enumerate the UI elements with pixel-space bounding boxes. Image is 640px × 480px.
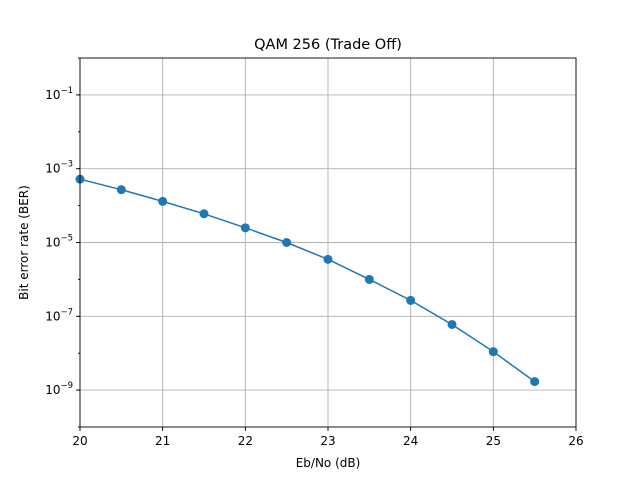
y-tick-label: 10−5 bbox=[45, 234, 73, 250]
x-tick-label: 26 bbox=[568, 434, 583, 448]
data-point bbox=[282, 238, 292, 247]
series-line bbox=[79, 178, 536, 383]
x-tick-label: 21 bbox=[155, 434, 170, 448]
data-point bbox=[447, 319, 457, 329]
x-axis-label: Eb/No (dB) bbox=[296, 456, 361, 470]
x-tick-label: 25 bbox=[486, 434, 501, 448]
data-point bbox=[406, 295, 416, 305]
grid bbox=[79, 58, 577, 427]
y-tick-label-base: 10 bbox=[45, 162, 60, 176]
chart-title: QAM 256 (Trade Off) bbox=[254, 37, 402, 53]
y-tick-label-exponent: −1 bbox=[60, 86, 73, 96]
y-tick-label: 10−3 bbox=[45, 160, 73, 176]
y-tick-label-base: 10 bbox=[45, 383, 60, 397]
y-tick-label: 10−9 bbox=[45, 381, 73, 397]
y-axis-label: Bit error rate (BER) bbox=[17, 185, 31, 300]
x-tick-label: 24 bbox=[403, 434, 418, 448]
x-axis: 20 21 22 23 24 25 26 bbox=[72, 427, 584, 448]
x-tick-label: 20 bbox=[72, 434, 87, 448]
data-point bbox=[116, 185, 126, 195]
data-point bbox=[240, 223, 250, 233]
y-axis: 10−910−710−510−310−1 bbox=[45, 57, 80, 428]
data-point bbox=[323, 254, 333, 264]
y-tick-label: 10−1 bbox=[45, 86, 73, 102]
y-tick-label-exponent: −7 bbox=[60, 307, 73, 317]
y-tick-label-base: 10 bbox=[45, 88, 60, 102]
data-point bbox=[488, 347, 498, 357]
data-point bbox=[364, 274, 374, 284]
y-tick-label-exponent: −9 bbox=[60, 381, 73, 391]
x-tick-label: 23 bbox=[320, 434, 335, 448]
data-point bbox=[158, 196, 168, 206]
data-point bbox=[199, 209, 209, 219]
y-tick-label-exponent: −5 bbox=[60, 234, 73, 244]
y-tick-label-base: 10 bbox=[45, 236, 60, 250]
y-tick-label: 10−7 bbox=[45, 307, 73, 323]
y-tick-label-exponent: −3 bbox=[60, 160, 73, 170]
series-group bbox=[75, 174, 540, 387]
x-tick-label: 22 bbox=[238, 434, 253, 448]
data-point bbox=[530, 377, 540, 387]
y-tick-label-base: 10 bbox=[45, 309, 60, 323]
